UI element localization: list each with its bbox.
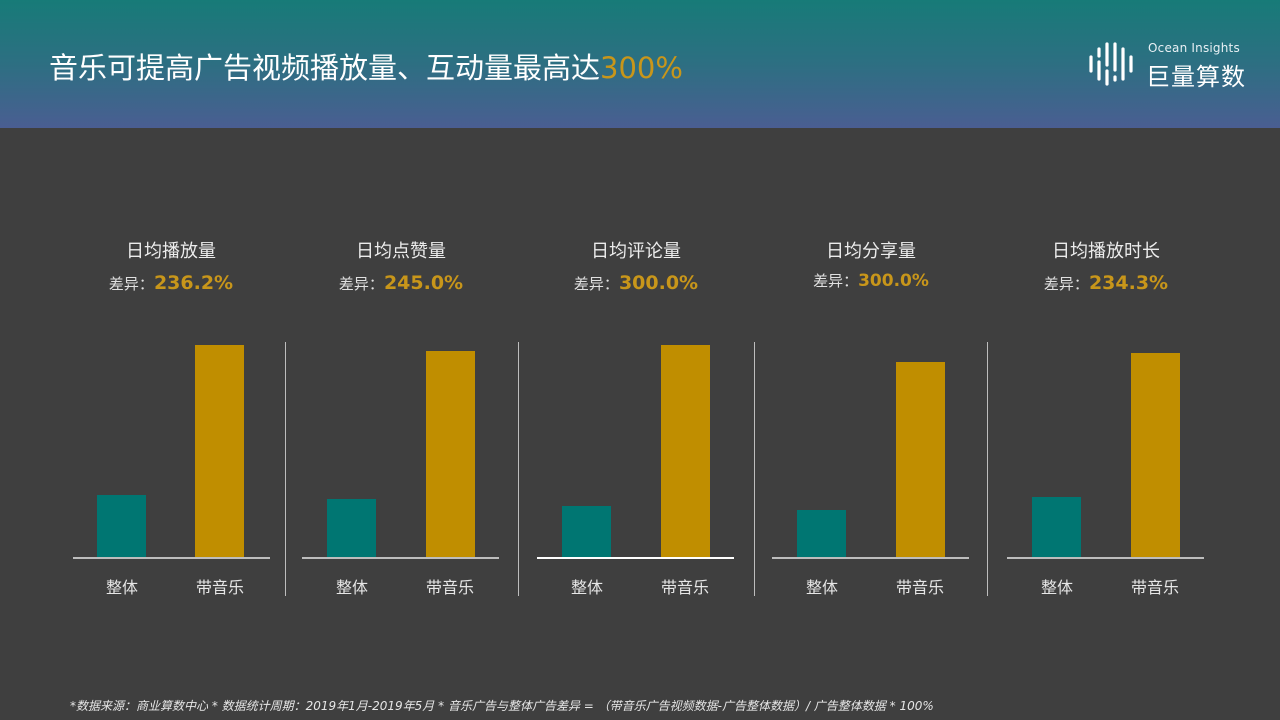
bar-overall xyxy=(97,495,146,558)
diff-value: 300.0% xyxy=(858,271,929,291)
metric-diff: 差异：236.2% xyxy=(71,272,271,294)
x-label-with-music: 带音乐 xyxy=(1130,578,1179,597)
metric-diff: 差异：300.0% xyxy=(771,270,971,291)
metric-title: 日均播放量 xyxy=(126,241,216,262)
diff-label: 差异： xyxy=(1043,275,1089,293)
x-label-overall: 整体 xyxy=(805,578,838,597)
bar-overall xyxy=(1032,497,1081,558)
x-axis-line xyxy=(1007,557,1204,559)
title-accent-text: 300% xyxy=(600,51,683,85)
bar-with-music xyxy=(1131,353,1180,558)
data-source-footnote: *数据来源：商业算数中心 * 数据统计周期：2019年1月-2019年5月 * … xyxy=(70,699,934,713)
metric-diff: 差异：234.3% xyxy=(1006,272,1206,294)
x-axis-line xyxy=(772,557,969,559)
x-axis-line xyxy=(537,557,734,559)
diff-label: 差异： xyxy=(108,275,154,293)
x-label-overall: 整体 xyxy=(335,578,368,597)
x-label-overall: 整体 xyxy=(570,578,603,597)
panel-divider xyxy=(518,342,519,596)
diff-label: 差异： xyxy=(813,272,859,290)
metric-title: 日均分享量 xyxy=(826,241,916,262)
diff-value: 300.0% xyxy=(618,272,699,294)
x-label-with-music: 带音乐 xyxy=(195,578,244,597)
bar-with-music xyxy=(661,345,710,558)
x-label-overall: 整体 xyxy=(1040,578,1073,597)
metric-title: 日均评论量 xyxy=(591,241,681,262)
bar-overall xyxy=(327,499,376,558)
bar-with-music xyxy=(195,345,244,558)
diff-label: 差异： xyxy=(338,275,384,293)
x-label-with-music: 带音乐 xyxy=(425,578,474,597)
diff-value: 236.2% xyxy=(153,272,234,294)
diff-value: 234.3% xyxy=(1088,272,1169,294)
ocean-insights-logo: Ocean Insights 巨量算数 xyxy=(1088,40,1263,91)
diff-value: 245.0% xyxy=(383,272,464,294)
metric-title: 日均点赞量 xyxy=(356,241,446,262)
bar-overall xyxy=(562,506,611,558)
page-title: 音乐可提高广告视频播放量、互动量最高达300% xyxy=(49,45,683,87)
logo-english-text: Ocean Insights xyxy=(1148,41,1240,55)
title-main-text: 音乐可提高广告视频播放量、互动量最高达 xyxy=(49,51,601,85)
logo-chinese-text: 巨量算数 xyxy=(1146,63,1246,91)
metric-title: 日均播放时长 xyxy=(1052,241,1160,262)
x-label-with-music: 带音乐 xyxy=(895,578,944,597)
x-label-with-music: 带音乐 xyxy=(660,578,709,597)
panel-divider xyxy=(754,342,755,596)
header-banner: 音乐可提高广告视频播放量、互动量最高达300% Ocean Insights 巨… xyxy=(0,0,1280,128)
x-axis-line xyxy=(302,557,499,559)
diff-label: 差异： xyxy=(573,275,619,293)
metric-diff: 差异：300.0% xyxy=(536,272,736,294)
x-axis-line xyxy=(73,557,270,559)
sound-wave-logo-icon xyxy=(1089,42,1133,86)
x-label-overall: 整体 xyxy=(105,578,138,597)
panel-divider xyxy=(285,342,286,596)
panel-divider xyxy=(987,342,988,596)
metric-diff: 差异：245.0% xyxy=(301,272,501,294)
bar-with-music xyxy=(896,362,945,558)
bar-with-music xyxy=(426,351,475,558)
bar-overall xyxy=(797,510,846,558)
